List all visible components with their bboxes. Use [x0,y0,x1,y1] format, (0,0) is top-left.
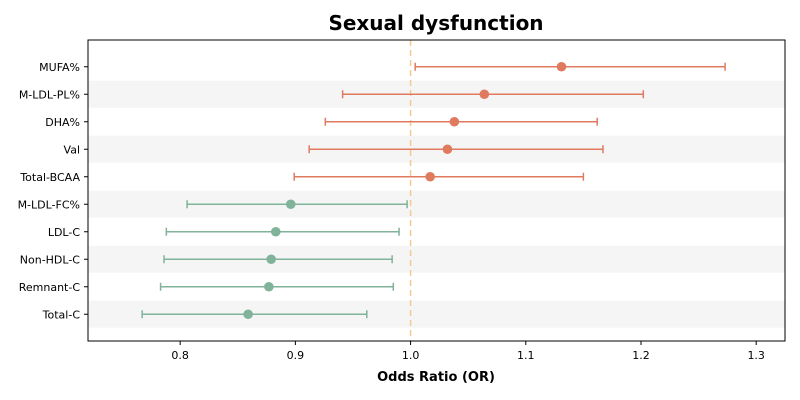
y-tick-label: Total-BCAA [19,171,80,184]
estimate-point [243,309,253,320]
error-bar [324,117,598,126]
y-tick-label: MUFA% [39,61,80,74]
x-tick-label: 1.1 [517,349,535,362]
estimate-point [270,226,281,237]
error-bar [341,90,645,99]
chart-title: Sexual dysfunction [328,11,543,35]
estimate-point [285,199,296,210]
estimate-point [556,61,567,72]
y-tick-label: Total-C [42,308,81,321]
y-tick-label: Non-HDL-C [20,253,81,266]
plot-frame [87,39,786,342]
y-axis: MUFA% M-LDL-PL% DHA% Val Total-BCAA M-LDL-FC%… [18,61,88,321]
y-tick-label: M-LDL-PL% [19,88,80,101]
estimate-point [264,281,274,292]
error-bar [308,145,604,154]
estimate-point [449,116,460,127]
x-tick-label: 1.0 [402,349,420,362]
estimate-point [425,171,435,182]
error-bar [414,62,726,71]
error-bar [186,200,408,209]
error-bar [163,255,393,264]
estimate-point [479,89,490,100]
x-tick-label: 0.9 [287,349,305,362]
estimate-points [243,61,567,320]
error-bar [165,227,400,236]
y-tick-label: M-LDL-FC% [18,198,80,211]
y-tick-label: Remnant-C [19,281,81,294]
x-tick-label: 1.3 [747,349,765,362]
error-bars [141,62,726,319]
x-axis-label: Odds Ratio (OR) [377,370,495,385]
y-tick-label: LDL-C [48,226,81,239]
error-bar [141,310,368,319]
x-tick-label: 0.8 [171,349,189,362]
error-bar [293,172,585,181]
estimate-point [442,144,453,155]
estimate-point [266,254,276,265]
error-bar [159,282,395,291]
y-tick-label: Val [64,143,80,156]
x-axis: 0.8 0.9 1.0 1.1 1.2 1.3 [171,341,765,362]
x-tick-label: 1.2 [632,349,650,362]
y-tick-label: DHA% [45,116,80,129]
